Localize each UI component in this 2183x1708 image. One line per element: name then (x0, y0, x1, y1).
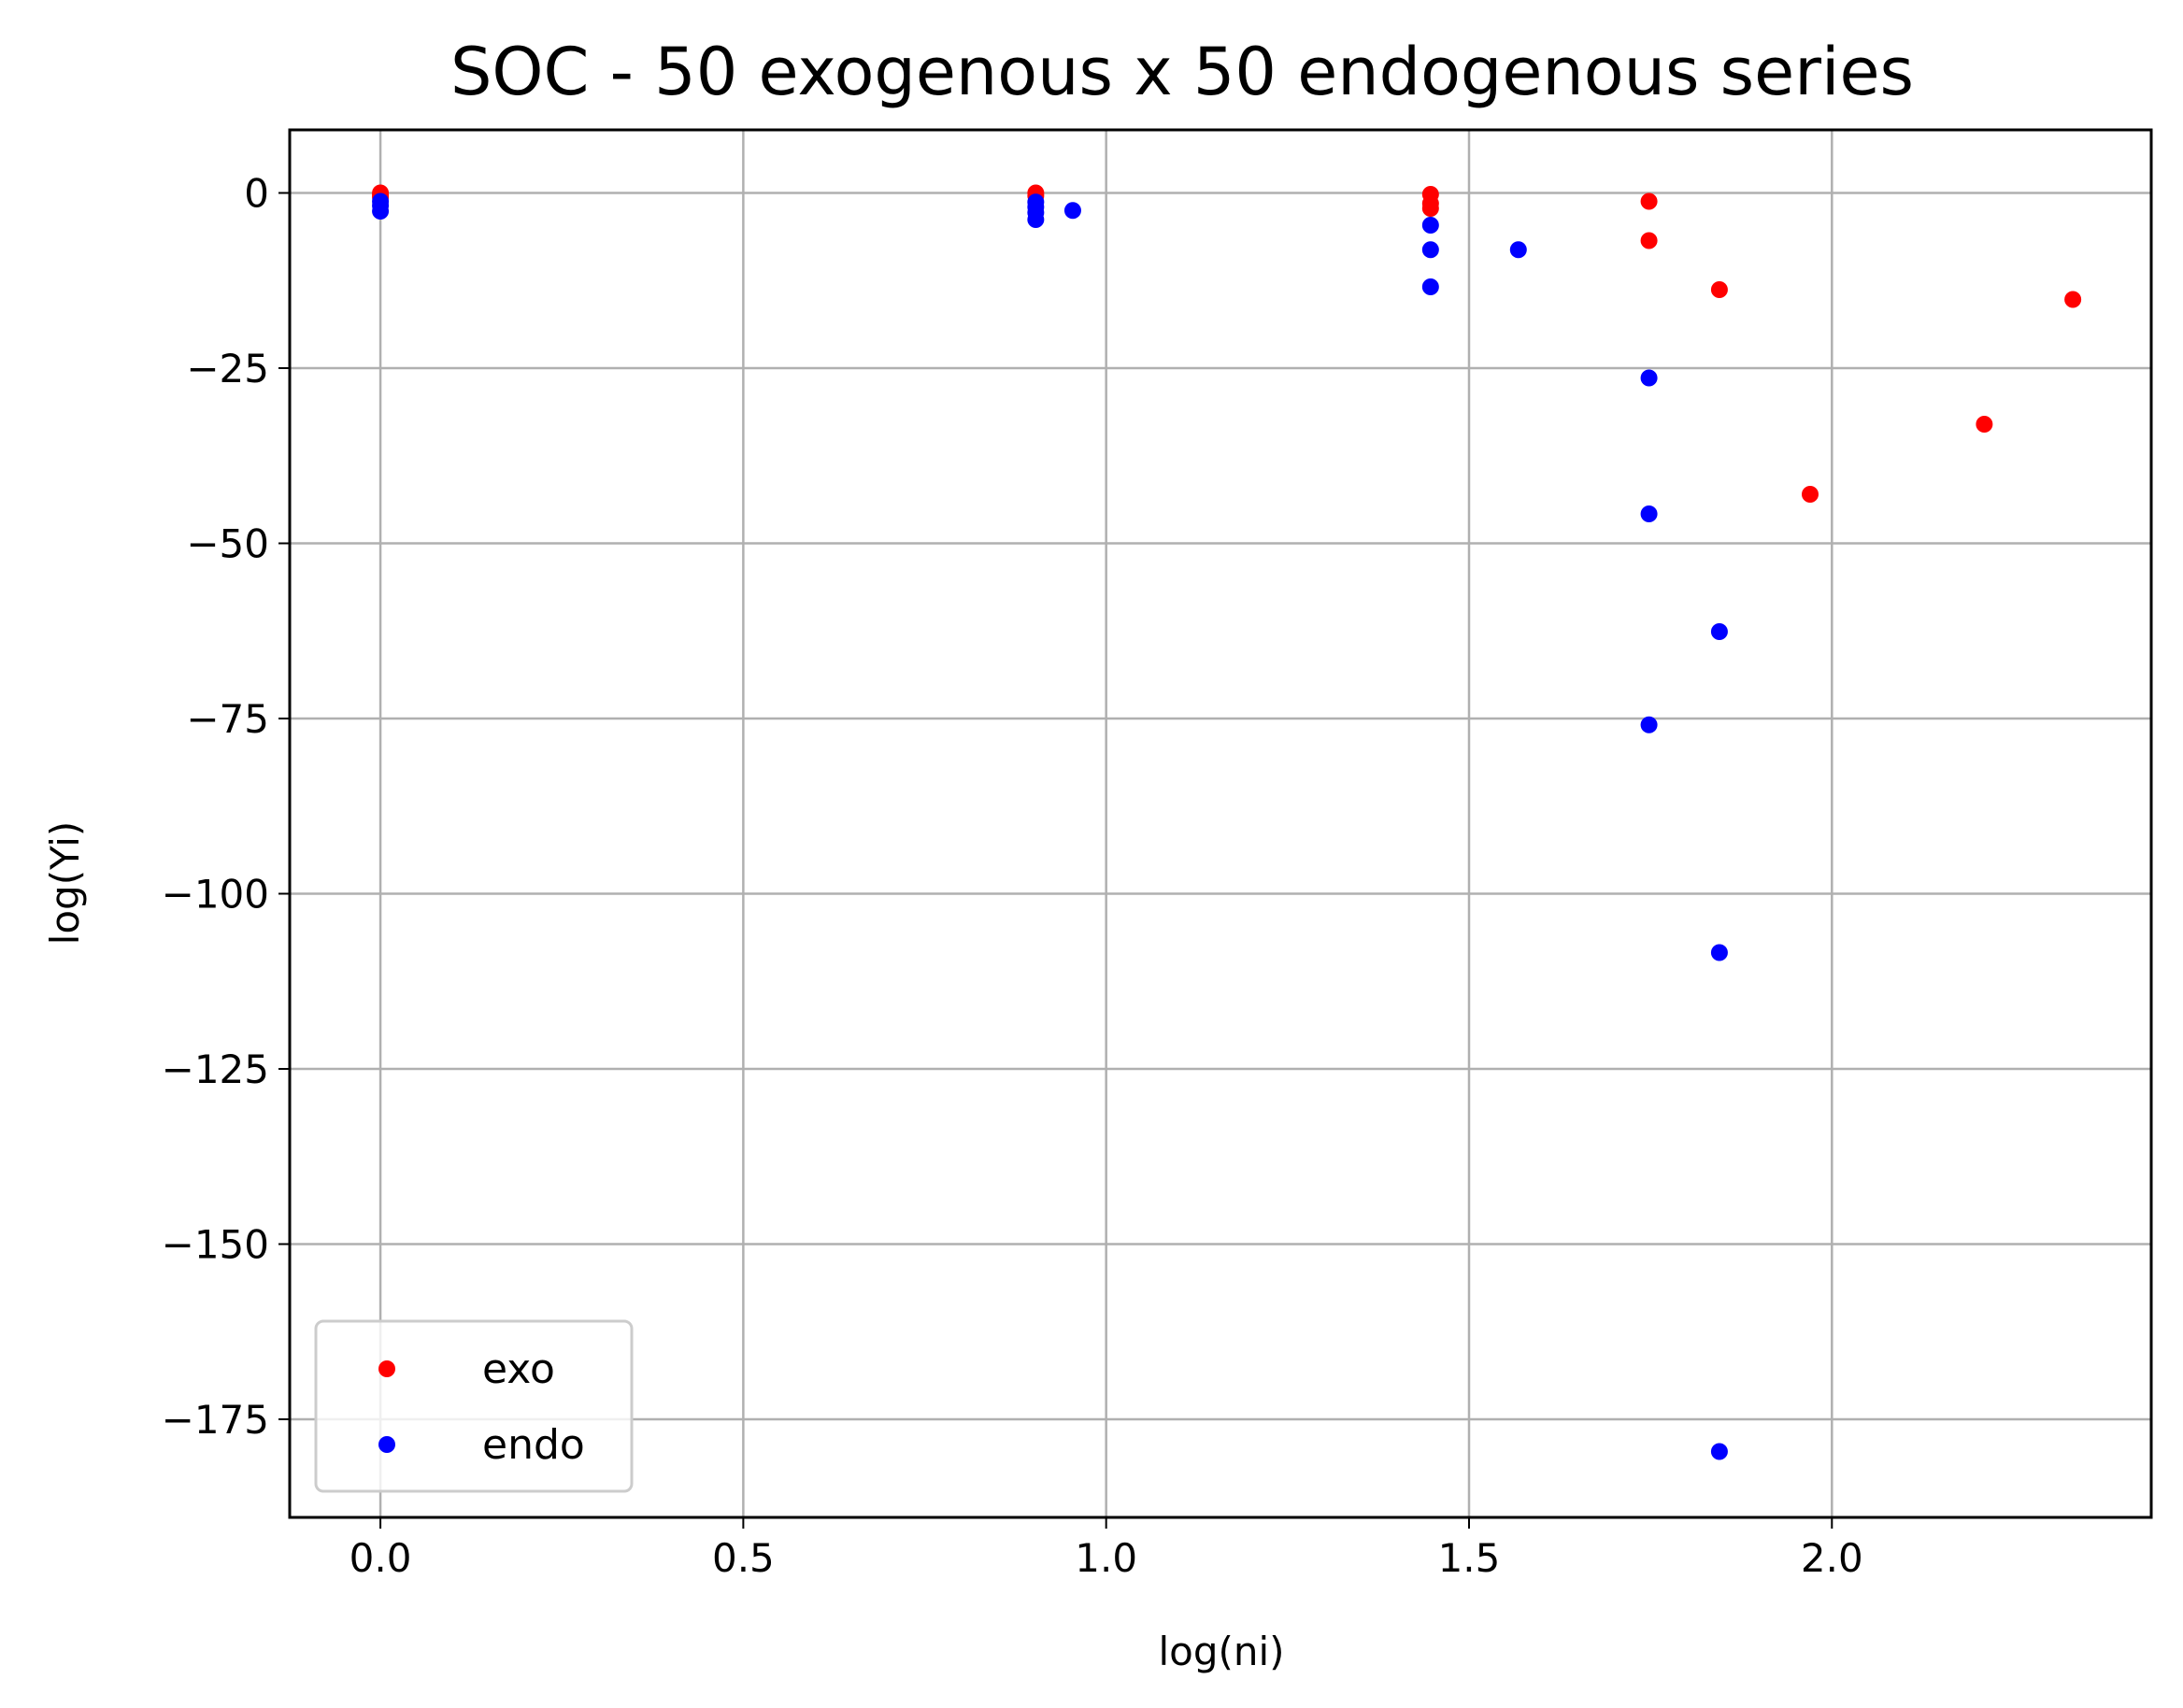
x-tick-label: 1.0 (1075, 1535, 1137, 1581)
legend-box (314, 1319, 634, 1493)
data-point-endo (1063, 202, 1081, 220)
plot-area (288, 128, 2153, 1519)
data-point-endo (1710, 1443, 1728, 1460)
y-tick-label: −75 (186, 696, 269, 742)
grid-lines (290, 130, 2151, 1517)
y-tick-label: −50 (186, 521, 269, 567)
y-tick-label: −25 (186, 346, 269, 391)
legend-label-endo: endo (482, 1421, 585, 1469)
legend: exo endo (314, 1319, 634, 1493)
y-tick-label: −100 (162, 872, 269, 918)
x-tick-label: 0.5 (712, 1535, 775, 1581)
x-tick-label: 2.0 (1801, 1535, 1863, 1581)
data-points (372, 184, 2082, 1460)
y-axis-label: log(Yi) (42, 821, 88, 946)
y-tick-label: −125 (162, 1046, 269, 1092)
legend-label-exo: exo (482, 1345, 555, 1393)
data-point-endo (1421, 278, 1439, 295)
data-point-endo (1421, 241, 1439, 259)
data-point-exo (1801, 486, 1819, 503)
data-point-exo (1710, 281, 1728, 298)
data-point-endo (1710, 623, 1728, 640)
legend-marker-exo (378, 1360, 395, 1377)
data-point-endo (1710, 944, 1728, 961)
data-point-endo (372, 203, 390, 220)
data-point-exo (1640, 192, 1658, 210)
y-tick-label: 0 (244, 171, 269, 217)
plot-background (290, 130, 2151, 1517)
data-point-endo (1027, 211, 1045, 228)
data-point-endo (1640, 716, 1658, 733)
data-point-exo (1421, 200, 1439, 217)
y-tick-label: −150 (162, 1222, 269, 1268)
axes-frame (288, 128, 2153, 1519)
chart-title: SOC - 50 exogenous x 50 endogenous serie… (450, 34, 1914, 110)
data-point-exo (1976, 416, 1993, 433)
data-point-exo (1640, 232, 1658, 249)
x-axis-label: log(ni) (1158, 1629, 1284, 1674)
data-point-endo (1640, 505, 1658, 522)
x-tick-label: 1.5 (1438, 1535, 1501, 1581)
data-point-exo (2064, 291, 2082, 308)
data-point-endo (1509, 241, 1527, 259)
legend-marker-endo (378, 1436, 395, 1453)
y-tick-label: −175 (162, 1397, 269, 1443)
data-point-endo (1421, 217, 1439, 234)
axis-ticks: 0.0 0.5 1.0 1.5 2.0 0 −25 −50 −75 −100 −125 −150 −17… (162, 171, 1863, 1582)
data-point-endo (1640, 369, 1658, 387)
x-tick-label: 0.0 (350, 1535, 412, 1581)
